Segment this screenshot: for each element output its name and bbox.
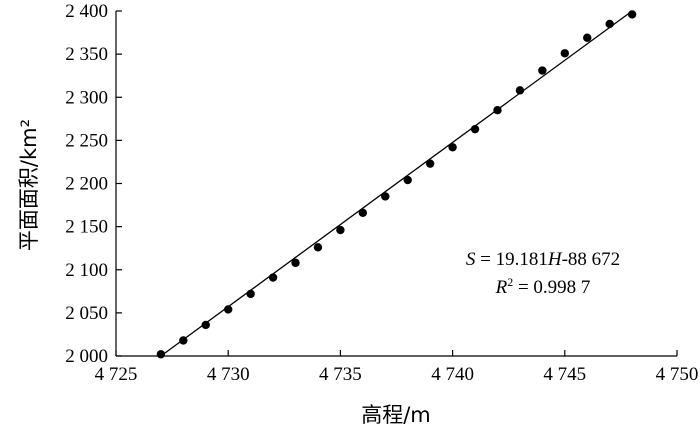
y-tick-label: 2 300 xyxy=(65,87,108,108)
fit-line-group xyxy=(160,10,633,357)
data-point xyxy=(538,66,547,75)
data-point xyxy=(201,320,210,330)
y-ticks: 2 000 2 050 2 100 2 150 2 200 2 250 2 300 2 350… xyxy=(65,1,122,367)
data-point xyxy=(381,192,390,201)
data-point xyxy=(425,159,435,168)
data-point xyxy=(470,124,480,134)
x-ticks: 4 725 4 730 4 735 4 740 4 745 4 750 xyxy=(95,350,699,385)
x-tick-label: 4 740 xyxy=(431,364,474,385)
y-tick-label: 2 250 xyxy=(65,130,108,151)
y-tick-label: 2 000 xyxy=(65,346,108,367)
data-point xyxy=(313,243,323,252)
y-tick-label: 2 050 xyxy=(65,303,108,324)
data-point xyxy=(246,289,255,299)
data-point xyxy=(627,10,637,19)
data-point xyxy=(336,225,345,235)
data-point xyxy=(448,143,457,152)
data-point xyxy=(179,336,188,345)
x-tick-label: 4 750 xyxy=(656,364,699,385)
y-tick-label: 2 400 xyxy=(65,1,108,22)
data-point xyxy=(403,175,412,185)
data-point xyxy=(358,208,368,218)
x-tick-label: 4 725 xyxy=(95,364,138,385)
fit-line xyxy=(160,10,633,357)
x-tick-label: 4 745 xyxy=(543,364,586,385)
data-point xyxy=(560,49,569,58)
x-axis-title: 高程/m xyxy=(361,403,431,427)
y-tick-label: 2 100 xyxy=(65,260,108,281)
data-point xyxy=(224,305,233,314)
y-tick-label: 2 350 xyxy=(65,44,108,65)
data-point xyxy=(605,19,614,29)
x-tick-label: 4 730 xyxy=(207,364,250,385)
data-point xyxy=(515,86,525,95)
data-point xyxy=(156,350,166,359)
y-tick-label: 2 150 xyxy=(65,217,108,238)
x-tick-label: 4 735 xyxy=(319,364,362,385)
data-point xyxy=(291,258,300,268)
data-points xyxy=(156,10,637,359)
y-axis-title: 平面面积/km² xyxy=(17,119,41,251)
regression-equation: S = 19.181H-88 672 xyxy=(466,249,620,270)
r-squared-label: R2 = 0.998 7 xyxy=(495,275,591,298)
data-point xyxy=(583,33,592,42)
data-point xyxy=(268,273,278,282)
data-point xyxy=(493,105,502,115)
y-tick-label: 2 200 xyxy=(65,174,108,195)
